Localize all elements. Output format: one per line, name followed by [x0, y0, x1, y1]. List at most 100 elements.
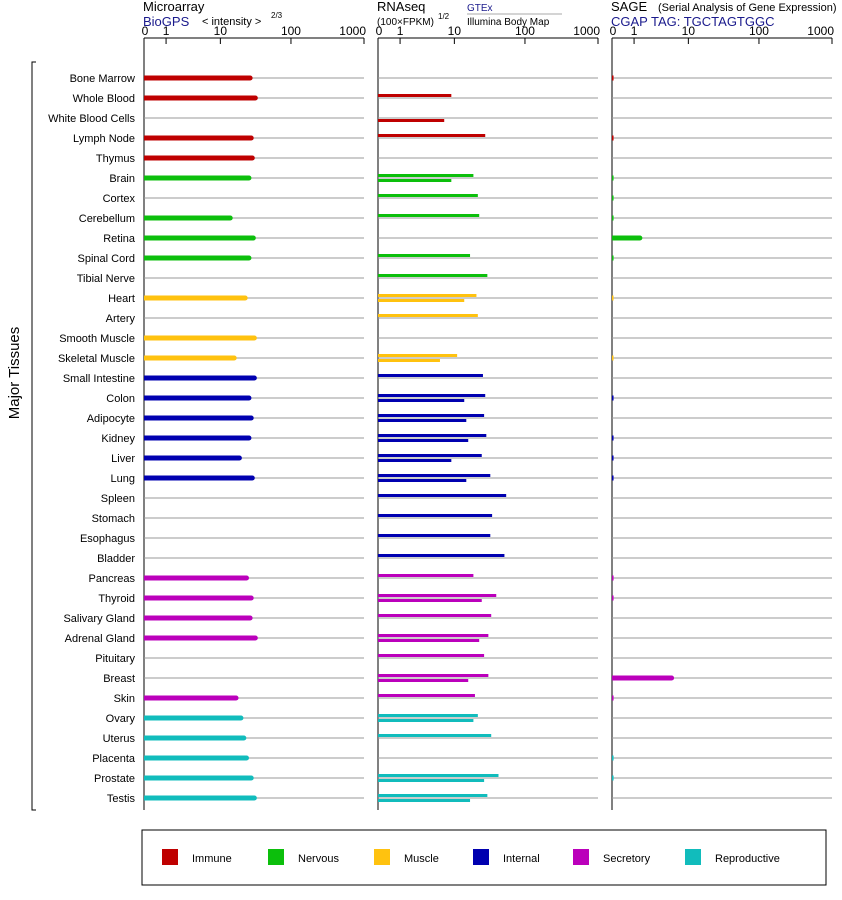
- microarray-bar: [144, 635, 256, 641]
- panel3-tick-label: 1: [631, 24, 638, 38]
- rnaseq-bar-gtex: [378, 254, 471, 257]
- microarray-bar: [144, 415, 252, 421]
- microarray-bar-cap: [249, 155, 255, 161]
- tissue-label: Tibial Nerve: [77, 273, 135, 285]
- sage-bar-cap: [669, 675, 675, 681]
- microarray-bar: [144, 335, 255, 341]
- sage-bar: [612, 135, 614, 141]
- panel1-title: Microarray: [143, 0, 205, 14]
- tissue-label: Brain: [109, 173, 135, 185]
- microarray-bar: [144, 375, 255, 381]
- legend-label-muscle: Muscle: [404, 853, 439, 865]
- tissue-label: Adrenal Gland: [65, 633, 135, 645]
- rnaseq-bar-illumina: [378, 719, 474, 722]
- rnaseq-bar-illumina: [378, 439, 469, 442]
- microarray-bar: [144, 235, 254, 241]
- legend-swatch-nervous: [268, 849, 284, 865]
- tissue-label: Testis: [107, 793, 136, 805]
- rnaseq-bar-gtex: [378, 654, 485, 657]
- microarray-bar: [144, 455, 240, 461]
- panel2-tick-label: 100: [515, 24, 535, 38]
- microarray-bar: [144, 255, 249, 261]
- panel1-tick-label: 10: [214, 24, 228, 38]
- panel3-subtitle: (Serial Analysis of Gene Expression): [658, 2, 837, 14]
- panel2-tick-label: 10: [448, 24, 462, 38]
- sage-bar: [612, 755, 614, 761]
- rnaseq-bar-gtex: [378, 594, 497, 597]
- panel2-tick-label: 1: [397, 24, 404, 38]
- sage-bar: [612, 575, 614, 581]
- microarray-bar-cap: [246, 395, 252, 401]
- rnaseq-bar-gtex: [378, 134, 486, 137]
- rnaseq-bar-gtex: [378, 194, 478, 197]
- rnaseq-bar-illumina: [378, 119, 445, 122]
- panel2-subtitle: Illumina Body Map: [467, 17, 550, 28]
- tissue-label: Placenta: [92, 753, 136, 765]
- tissue-bracket: [31, 61, 36, 811]
- sage-bar: [612, 435, 614, 441]
- legend-swatch-reproductive: [685, 849, 701, 865]
- tissue-label: Prostate: [94, 773, 135, 785]
- tissue-label: Thyroid: [98, 593, 135, 605]
- tissue-label: Liver: [111, 453, 135, 465]
- rnaseq-bar-illumina: [378, 299, 465, 302]
- panel3-tag-label: CGAP TAG: TGCTAGTGGC: [611, 14, 774, 29]
- microarray-bar-cap: [251, 335, 257, 341]
- rnaseq-bar-gtex: [378, 514, 493, 517]
- microarray-bar-cap: [251, 375, 257, 381]
- rnaseq-bar-gtex: [378, 354, 458, 357]
- panel2-tick-label: 1000: [573, 24, 600, 38]
- y-axis-label: Major Tissues: [6, 327, 23, 420]
- rnaseq-bar-gtex: [378, 454, 482, 457]
- tissue-label: Bladder: [97, 553, 135, 565]
- microarray-bar-cap: [246, 255, 252, 261]
- tissue-label: Spinal Cord: [78, 253, 135, 265]
- sage-bar-cap: [637, 235, 643, 241]
- microarray-bar: [144, 795, 255, 801]
- rnaseq-bar-illumina: [378, 679, 469, 682]
- sage-bar: [612, 355, 614, 361]
- microarray-bar: [144, 715, 241, 721]
- legend: Immune Nervous Muscle Internal Secretory Repr…: [162, 849, 780, 865]
- microarray-bar: [144, 355, 235, 361]
- tissue-label: Whole Blood: [73, 93, 135, 105]
- tissue-label: Heart: [108, 293, 135, 305]
- rnaseq-bar-gtex: [378, 394, 486, 397]
- microarray-bar: [144, 775, 252, 781]
- tissue-label: Retina: [103, 233, 136, 245]
- sage-bar: [612, 215, 614, 221]
- tissue-label: Smooth Muscle: [59, 333, 135, 345]
- legend-swatch-immune: [162, 849, 178, 865]
- legend-label-immune: Immune: [192, 853, 232, 865]
- rnaseq-bar-gtex: [378, 414, 485, 417]
- panel3-tick-label: 0: [610, 24, 617, 38]
- panel1-tick-label: 0: [142, 24, 149, 38]
- rnaseq-bar-gtex: [378, 94, 452, 97]
- panel2-axis-label: (100×FPKM): [377, 17, 434, 28]
- rnaseq-bar-gtex: [378, 314, 478, 317]
- microarray-bar-cap: [241, 735, 247, 741]
- rnaseq-bar-illumina: [378, 359, 440, 362]
- rnaseq-bar-illumina: [378, 399, 465, 402]
- tissue-label: Cerebellum: [79, 213, 135, 225]
- panel3-tick-label: 1000: [807, 24, 834, 38]
- rnaseq-bar-gtex: [378, 794, 488, 797]
- tissue-label: Esophagus: [80, 533, 136, 545]
- microarray-bar: [144, 95, 256, 101]
- tissue-label: Artery: [106, 313, 136, 325]
- panel1-axis-exponent: 2/3: [271, 11, 283, 20]
- tissue-label: Spleen: [101, 493, 135, 505]
- microarray-bar: [144, 175, 249, 181]
- rnaseq-bar-gtex: [378, 214, 480, 217]
- microarray-bar: [144, 435, 249, 441]
- axes-layer: 0 1 10 100 1000 0 1 10 100 1000 0 1 10 100 1000: [142, 24, 834, 810]
- rnaseq-bar-illumina: [378, 799, 471, 802]
- microarray-bar: [144, 475, 253, 481]
- sage-bar: [612, 475, 614, 481]
- sage-bar: [612, 395, 614, 401]
- rnaseq-bar-illumina: [378, 599, 482, 602]
- microarray-bar-cap: [244, 755, 250, 761]
- microarray-bar: [144, 575, 247, 581]
- tissue-label: Bone Marrow: [70, 73, 135, 85]
- rnaseq-bar-illumina: [378, 179, 452, 182]
